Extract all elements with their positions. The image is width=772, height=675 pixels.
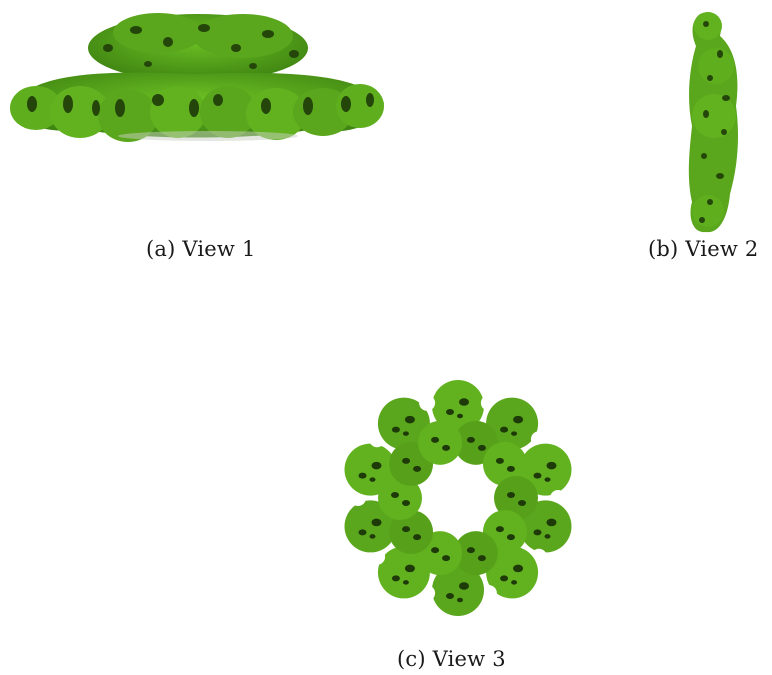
inner-subunit	[378, 476, 422, 520]
view-1-density-map	[10, 13, 384, 142]
density-pit	[506, 534, 515, 541]
density-pit	[391, 426, 400, 433]
density-pit	[404, 564, 415, 573]
caption-view-1: (a) View 1	[146, 237, 256, 261]
density-pit	[466, 436, 475, 443]
density-pit	[446, 593, 454, 599]
density-pit	[518, 500, 526, 506]
inner-ring-subunits	[378, 420, 538, 576]
density-pit	[358, 472, 367, 479]
density-pit	[459, 398, 469, 406]
density-pit	[546, 518, 557, 527]
density-pit	[369, 477, 376, 482]
density-pit	[533, 529, 542, 536]
density-pit	[404, 415, 415, 424]
outer-subunit	[486, 546, 539, 599]
outer-subunit	[519, 500, 572, 553]
density-pit	[358, 529, 367, 536]
density-pit	[477, 444, 486, 451]
density-pit	[544, 534, 551, 539]
density-pit	[413, 465, 422, 472]
inter-subunit-gap	[530, 431, 547, 448]
outer-subunit	[344, 443, 397, 496]
central-pore	[424, 464, 492, 532]
density-pit	[506, 465, 515, 472]
density-pit	[402, 580, 409, 585]
outer-subunit	[377, 546, 430, 599]
density-pit	[442, 555, 451, 562]
outer-subunit	[377, 397, 430, 450]
density-pit	[507, 492, 515, 498]
inner-subunit	[389, 510, 434, 555]
outer-subunit	[432, 380, 484, 432]
view-1-image	[8, 8, 388, 158]
view-2-image	[680, 6, 740, 238]
outer-ring-subunits	[344, 380, 572, 616]
density-pit	[402, 431, 409, 436]
caption-view-3: (c) View 3	[397, 647, 506, 671]
density-pit	[459, 582, 469, 590]
outer-subunit	[519, 443, 572, 496]
density-pit	[533, 472, 542, 479]
inner-subunit	[482, 441, 527, 486]
density-pit	[431, 436, 440, 443]
density-pit	[402, 526, 411, 533]
density-pit	[446, 409, 454, 415]
density-pit	[495, 457, 504, 464]
density-pit	[500, 575, 509, 582]
density-pit	[431, 547, 440, 554]
inner-subunit	[494, 476, 538, 520]
inter-subunit-gap	[419, 394, 436, 411]
density-pit	[371, 461, 382, 470]
density-pit	[413, 534, 422, 541]
density-pit	[442, 444, 451, 451]
outer-subunit	[432, 564, 484, 616]
density-pit	[369, 534, 376, 539]
density-pit	[513, 564, 524, 573]
density-pit	[371, 518, 382, 527]
density-pit	[544, 477, 551, 482]
density-pit	[466, 547, 475, 554]
density-pit	[495, 526, 504, 533]
density-pit	[402, 457, 411, 464]
density-pit	[513, 415, 524, 424]
density-pit	[457, 597, 463, 603]
density-pit	[457, 413, 463, 419]
outer-subunit	[486, 397, 539, 450]
density-pit	[391, 575, 400, 582]
density-pit	[402, 500, 410, 506]
density-pit	[391, 492, 399, 498]
density-pit	[511, 431, 518, 436]
view-2-density-map	[688, 12, 738, 233]
inner-subunit	[453, 531, 498, 576]
caption-view-2: (b) View 2	[648, 237, 759, 261]
density-pit	[511, 580, 518, 585]
inner-subunit	[418, 420, 463, 465]
density-pit	[477, 555, 486, 562]
view-3-image	[338, 378, 578, 618]
density-pit	[546, 461, 557, 470]
inter-subunit-gap	[480, 585, 497, 602]
outer-subunit	[344, 500, 397, 553]
density-pit	[500, 426, 509, 433]
view-3-density-map	[344, 380, 572, 616]
inter-subunit-gap	[369, 548, 386, 565]
